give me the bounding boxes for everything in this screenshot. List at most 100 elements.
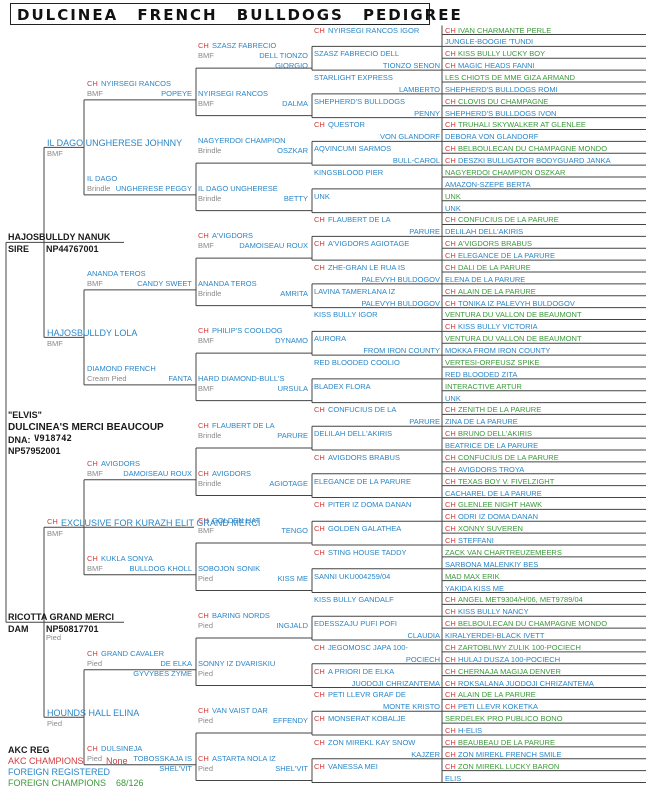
champion-mark: CH bbox=[445, 654, 456, 664]
ancestor-gen5: VENTURA DU VALLON DE BEAUMONT bbox=[445, 334, 582, 344]
ancestor-gen4: GOLDEN GALATHEA bbox=[328, 524, 402, 534]
champion-mark: CH bbox=[314, 25, 325, 35]
color-sub: BMF bbox=[198, 51, 214, 61]
color-sub: BMF bbox=[87, 563, 103, 573]
champion-mark: CH bbox=[198, 753, 209, 763]
subject-reg: NP57952001 bbox=[8, 446, 61, 457]
dna-value: V918742 bbox=[34, 434, 72, 445]
ancestor-gen2-cont: POPEYE bbox=[161, 88, 192, 98]
champion-mark: CH bbox=[445, 512, 456, 522]
ancestor-gen5: ZENITH DE LA PARURE bbox=[458, 405, 542, 415]
champion-mark: CH bbox=[314, 239, 325, 249]
ancestor-gen5: AVIGDORS TROYA bbox=[458, 464, 525, 474]
champion-mark: CH bbox=[445, 215, 456, 225]
ancestor-gen3: SZASZ FABRECIO bbox=[212, 41, 277, 51]
ancestor-gen5: CONFUCIUS DE LA PARURE bbox=[458, 215, 559, 225]
ancestor-gen4: ZHE-GRAN LE RUA IS bbox=[328, 262, 406, 272]
ancestor-gen4: JEGOMOSC JAPA 100- bbox=[328, 642, 408, 652]
color-sub: BMF bbox=[87, 88, 103, 98]
champion-mark: CH bbox=[445, 61, 456, 71]
ancestor-gen5: ODRI IZ DOMA DANAN bbox=[458, 512, 539, 522]
ancestor-gen3-cont: AMRITA bbox=[280, 288, 308, 298]
ancestor-gen3-cont: EFFENDY bbox=[272, 716, 308, 726]
champion-mark: CH bbox=[87, 553, 98, 563]
ancestor-gen5: TRUHALI SKYWALKER AT GLENLEE bbox=[458, 120, 586, 130]
ancestor-gen5: SARBONA MALENKIY BES bbox=[445, 559, 539, 569]
ancestor-gen5: ZON MIREKL LUCKY BARON bbox=[458, 761, 560, 771]
ancestor-gen5: VENTURA DU VALLON DE BEAUMONT bbox=[445, 310, 582, 320]
champion-mark: CH bbox=[445, 405, 456, 415]
ancestor-gen3: A'VIGDORS bbox=[212, 231, 254, 241]
color-sub: BMF bbox=[198, 526, 214, 536]
champion-mark: CH bbox=[314, 262, 325, 272]
ancestor-gen3: IL DAGO UNGHERESE bbox=[198, 183, 278, 193]
ancestor-gen4-cont: BULL-CAROL bbox=[392, 156, 440, 166]
ancestor-gen4: UNK bbox=[314, 191, 330, 201]
color-sub: Brindle bbox=[198, 146, 222, 156]
ancestor-gen5: GLENLEE NIGHT HAWK bbox=[458, 500, 543, 510]
ancestor-gen5: TONIKA IZ PALEVYH BULDOGOV bbox=[458, 298, 575, 308]
champion-mark: CH bbox=[314, 215, 325, 225]
champion-mark: CH bbox=[445, 476, 456, 486]
color-sub: Brindle bbox=[198, 478, 222, 488]
ancestor-gen2: GRAND CAVALER bbox=[101, 648, 165, 658]
sire-reg: NP44767001 bbox=[46, 244, 99, 255]
ancestor-gen5: KISS BULLY NANCY bbox=[458, 607, 529, 617]
ancestor-gen5: ELEGANCE DE LA PARURE bbox=[458, 251, 555, 261]
champion-mark: CH bbox=[445, 429, 456, 439]
champion-mark: CH bbox=[445, 678, 456, 688]
ancestor-gen4-cont: KAJZER bbox=[411, 749, 440, 759]
ancestor-gen5: CONFUCIUS DE LA PARURE bbox=[458, 452, 559, 462]
ancestor-gen2: IL DAGO bbox=[87, 173, 118, 183]
sire-role: SIRE bbox=[8, 244, 30, 255]
ancestor-gen5: DEBORA VON GLANDORF bbox=[445, 132, 539, 142]
champion-mark: CH bbox=[445, 524, 456, 534]
ancestor-gen5: MAD MAX ERIK bbox=[445, 571, 500, 581]
champion-mark: CH bbox=[445, 156, 456, 166]
champion-mark: CH bbox=[314, 547, 325, 557]
subject-nickname: "ELVIS" bbox=[8, 410, 42, 421]
champion-mark: CH bbox=[445, 251, 456, 261]
ancestor-gen5: NAGYERDOI CHAMPION OSZKAR bbox=[445, 167, 566, 177]
champion-mark: CH bbox=[445, 500, 456, 510]
ancestor-gen5: MAGIC HEADS FANNI bbox=[458, 61, 535, 71]
ancestor-gen5: ZARTOBLIWY ZULIK 100-POCIECH bbox=[458, 642, 581, 652]
ancestor-gen4: ZON MIREKL KAY SNOW bbox=[328, 737, 416, 747]
color-sub: BMF bbox=[87, 468, 103, 478]
color-sub: BMF bbox=[198, 241, 214, 251]
ancestor-gen4-cont: PALEVYH BULDOGOV bbox=[361, 298, 440, 308]
ancestor-gen4: AVIGDORS BRABUS bbox=[328, 452, 400, 462]
ancestor-gen4: KINGSBLOOD PIER bbox=[314, 167, 384, 177]
champion-mark: CH bbox=[445, 749, 456, 759]
ancestor-gen1: HOUNDS HALL ELINA bbox=[47, 708, 140, 719]
color-sub: Pied bbox=[198, 716, 214, 726]
ancestor-gen5: BRUNO DELL'AKIRIS bbox=[458, 429, 532, 439]
ancestor-gen5: ALAIN DE LA PARURE bbox=[458, 286, 536, 296]
ancestor-gen5: PETI LLEVR KOKETKA bbox=[458, 702, 539, 712]
ancestor-gen4: SHEPHERD'S BULLDOGS bbox=[314, 96, 406, 106]
champion-mark: CH bbox=[47, 517, 58, 527]
ancestor-gen3: ASTARTA NOLA IZ bbox=[212, 753, 276, 763]
color-sub: Pied bbox=[87, 753, 103, 763]
dam-name: RICOTTA GRAND MERCI bbox=[8, 612, 114, 623]
foreign-champions-label: FOREIGN CHAMPIONS bbox=[8, 778, 107, 788]
color-sub: Pied bbox=[198, 573, 214, 583]
color-sub: BMF bbox=[47, 339, 63, 349]
ancestor-gen3: SOBOJON SONIK bbox=[198, 563, 261, 573]
ancestor-gen5: AMAZON-SZEPE BERTA bbox=[445, 179, 531, 189]
ancestor-gen4-cont: VON GLANDORF bbox=[379, 132, 440, 142]
ancestor-gen5: A'VIGDORS BRABUS bbox=[458, 239, 532, 249]
ancestor-gen4: KISS BULLY IGOR bbox=[314, 310, 378, 320]
ancestor-gen3: VAN VAIST DAR bbox=[212, 706, 268, 716]
subject-name: DULCINEA'S MERCI BEAUCOUP bbox=[8, 422, 164, 434]
ancestor-gen1: EXCLUSIVE FOR KURAZH ELIT GRAND MERCI bbox=[61, 518, 261, 529]
ancestor-gen3: NYIRSEGI RANCOS bbox=[198, 88, 269, 98]
ancestor-gen5: UNK bbox=[445, 203, 461, 213]
ancestor-gen2-cont: DE ELKA bbox=[160, 658, 192, 668]
ancestor-gen5: ZINA DE LA PARURE bbox=[445, 417, 518, 427]
color-sub: Pied bbox=[87, 658, 103, 668]
ancestor-gen4-cont: PARURE bbox=[409, 417, 440, 427]
champion-mark: CH bbox=[314, 524, 325, 534]
color-sub: BMF bbox=[198, 383, 214, 393]
ancestor-gen4-cont: CLAUDIA bbox=[407, 631, 440, 641]
